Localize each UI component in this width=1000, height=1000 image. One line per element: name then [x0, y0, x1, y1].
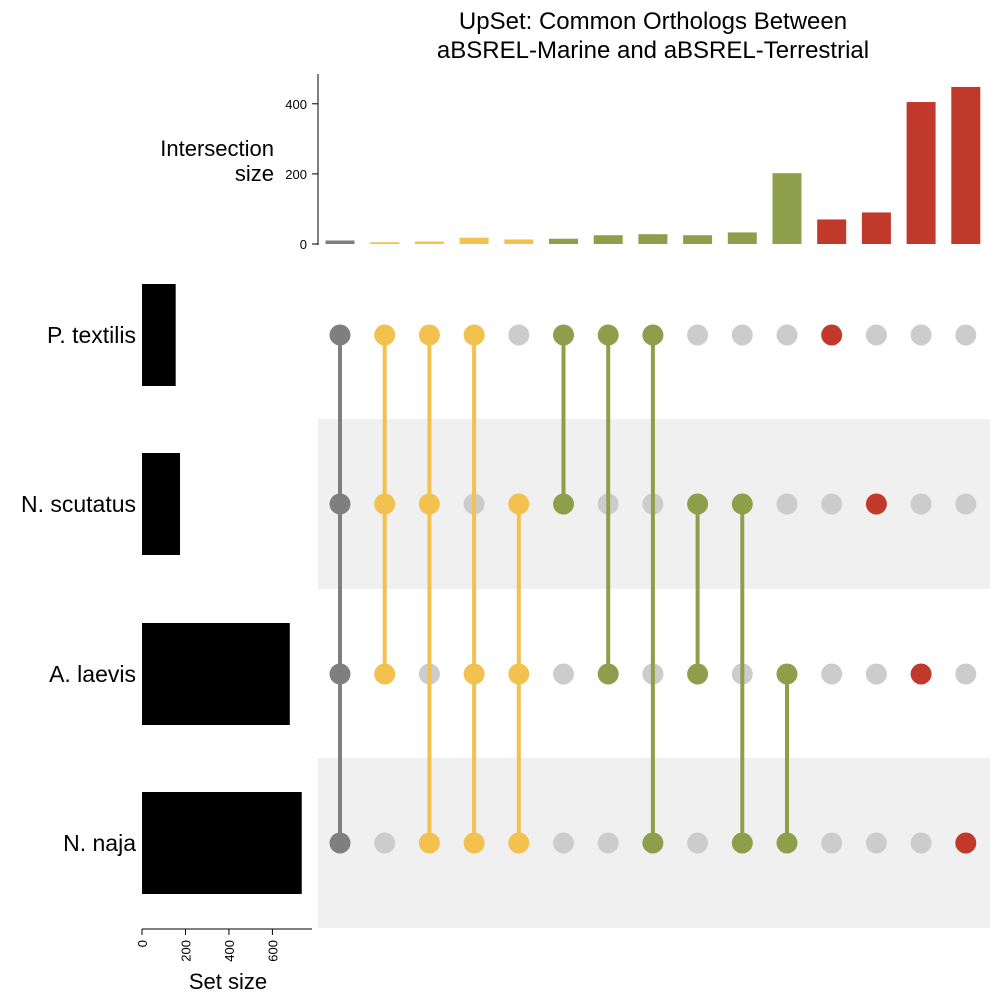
matrix-dot-inactive [687, 832, 709, 854]
matrix-dot-inactive [821, 832, 843, 854]
matrix-dot-active [329, 493, 351, 515]
matrix-dot-active [553, 324, 574, 346]
matrix-dot-active [597, 324, 619, 346]
chart-title-line-1: UpSet: Common Orthologs Between [459, 8, 847, 35]
set-size-axis-label: Set size [189, 969, 267, 994]
set-size-axis-tick-label: 600 [265, 940, 280, 962]
matrix-dot-active [553, 493, 574, 515]
matrix-dot-active [597, 663, 619, 685]
matrix-dot-active [642, 832, 664, 854]
set-size-bar-0 [142, 284, 176, 386]
matrix-dot-active [687, 493, 709, 515]
matrix-dot-inactive [776, 324, 798, 346]
matrix-dot-active [642, 324, 664, 346]
intersection-axis-label-line-2: size [235, 161, 274, 186]
matrix-dot-active [374, 324, 396, 346]
matrix-dot-active [418, 832, 440, 854]
matrix-dot-active [776, 663, 798, 685]
intersection-axis-tick-label: 0 [300, 237, 307, 252]
set-size-bars [142, 284, 302, 894]
intersection-bar-10 [772, 173, 802, 244]
intersection-matrix [329, 324, 977, 854]
set-size-axis-tick-label: 400 [222, 940, 237, 962]
intersection-bar-6 [593, 235, 623, 244]
intersection-bar-0 [325, 240, 355, 244]
matrix-dot-inactive [865, 324, 887, 346]
matrix-dot-active [865, 493, 887, 515]
intersection-bar-1 [370, 242, 400, 244]
chart-title-line-2: aBSREL-Marine and aBSREL-Terrestrial [437, 37, 869, 64]
matrix-dot-active [687, 663, 709, 685]
intersection-bar-7 [638, 234, 668, 244]
intersection-bar-4 [504, 239, 534, 244]
matrix-dot-active [821, 324, 843, 346]
matrix-dot-active [731, 493, 753, 515]
set-size-axis-tick-label: 0 [135, 940, 150, 947]
intersection-axis: 0 200 400 [285, 74, 319, 252]
intersection-bar-14 [951, 86, 981, 244]
matrix-dot-active [329, 324, 351, 346]
set-size-bar-3 [142, 792, 302, 894]
intersection-bar-8 [683, 235, 713, 244]
matrix-dot-active [508, 663, 530, 685]
intersection-axis-tick-label: 200 [285, 167, 307, 182]
matrix-dot-inactive [776, 493, 798, 515]
matrix-dot-active [508, 832, 530, 854]
matrix-dot-active [329, 663, 351, 685]
intersection-axis-tick-label: 400 [285, 97, 307, 112]
set-name-0: P. textilis [47, 322, 136, 348]
matrix-dot-inactive [508, 324, 530, 346]
intersection-axis-label-line-1: Intersection [160, 136, 274, 161]
matrix-dot-inactive [865, 832, 887, 854]
set-name-3: N. naja [63, 830, 136, 856]
matrix-dot-active [418, 324, 440, 346]
matrix-dot-inactive [910, 832, 932, 854]
matrix-dot-inactive [374, 832, 396, 854]
matrix-dot-inactive [821, 663, 843, 685]
matrix-dot-inactive [955, 324, 977, 346]
matrix-dot-inactive [955, 493, 977, 515]
intersection-bar-13 [906, 102, 936, 244]
matrix-dot-inactive [910, 493, 932, 515]
matrix-dot-active [374, 663, 396, 685]
matrix-dot-active [329, 832, 351, 854]
matrix-dot-active [955, 832, 977, 854]
set-size-bar-2 [142, 623, 290, 725]
matrix-dot-active [910, 663, 932, 685]
matrix-dot-inactive [553, 663, 574, 685]
set-name-2: A. laevis [49, 661, 136, 687]
matrix-dot-active [463, 832, 485, 854]
set-size-axis: 0 200 400 600 [135, 928, 312, 962]
matrix-dot-active [463, 663, 485, 685]
set-name-1: N. scutatus [21, 491, 136, 517]
matrix-dot-active [463, 324, 485, 346]
matrix-dot-active [731, 832, 753, 854]
matrix-dot-inactive [955, 663, 977, 685]
set-names: P. textilis N. scutatus A. laevis N. naja [21, 322, 136, 856]
intersection-bar-11 [817, 219, 847, 244]
matrix-dot-inactive [910, 324, 932, 346]
matrix-dot-active [776, 832, 798, 854]
intersection-bar-9 [727, 232, 757, 244]
intersection-bar-5 [549, 238, 578, 244]
matrix-dot-inactive [597, 832, 619, 854]
matrix-dot-inactive [865, 663, 887, 685]
matrix-dot-active [374, 493, 396, 515]
matrix-dot-active [418, 493, 440, 515]
intersection-bar-2 [414, 241, 444, 244]
matrix-dot-inactive [821, 493, 843, 515]
set-size-bar-1 [142, 453, 181, 555]
intersection-bar-12 [861, 212, 891, 244]
matrix-dot-active [508, 493, 530, 515]
matrix-dot-inactive [553, 832, 574, 854]
matrix-dot-inactive [687, 324, 709, 346]
set-size-axis-tick-label: 200 [178, 940, 193, 962]
matrix-dot-inactive [731, 324, 753, 346]
intersection-bars [325, 86, 981, 244]
intersection-bar-3 [459, 237, 489, 244]
